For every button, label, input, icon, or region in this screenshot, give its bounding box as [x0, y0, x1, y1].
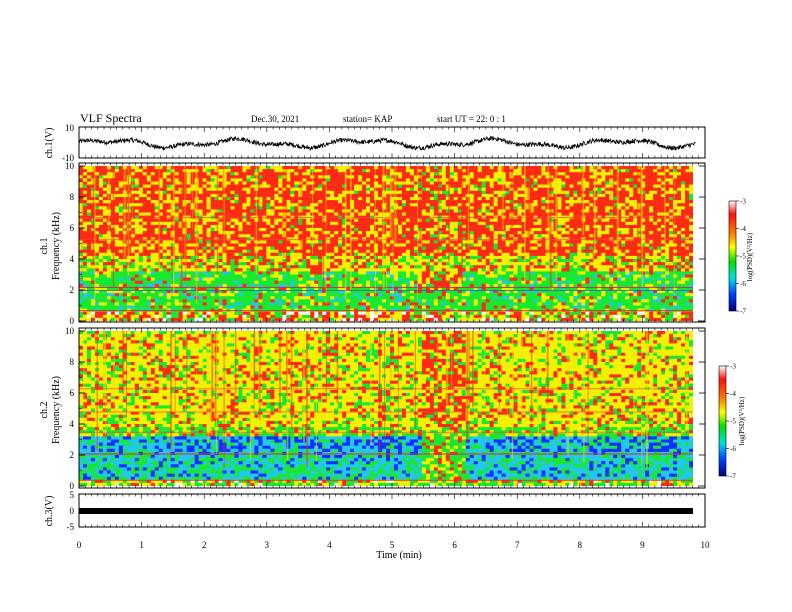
ch2-colorbar: -3 -4 -5 -6 -7 log(PSD)(V²/Hz): [718, 363, 746, 481]
ch2-ytick: 10: [65, 326, 75, 336]
time-tick-label: 1: [139, 540, 144, 550]
ch2-colorbar-tick: -3: [730, 363, 736, 371]
ch1-ytick: 6: [70, 223, 75, 233]
ch1-channel-label: ch.1: [39, 238, 50, 255]
time-tick-label: 7: [515, 540, 520, 550]
ch1-colorbar-tick: -7: [740, 308, 746, 316]
ch1-waveform-panel: 10 -10 ch.1(V): [44, 123, 706, 163]
ch2-ytick: 2: [70, 450, 75, 460]
ch1-colorbar-tick: -4: [740, 225, 746, 233]
time-tick-label: 6: [452, 540, 457, 550]
ch1-waveform-line: [79, 135, 696, 152]
ch3-waveform-line: [79, 508, 693, 514]
ch2-ytick: 8: [70, 357, 75, 367]
ch2-colorbar-label: log(PSD)(V²/Hz): [738, 396, 746, 445]
ch1-frequency-label: Frequency (kHz): [51, 212, 62, 280]
ch3-ytick-bottom: -5: [67, 522, 75, 532]
ch1-colorbar-tick: -6: [740, 280, 746, 288]
ch1-ytick-bottom: -10: [62, 153, 74, 163]
time-tick-label: 0: [77, 540, 82, 550]
ch2-channel-label: ch.2: [39, 402, 50, 419]
time-tick-label: 8: [578, 540, 583, 550]
ch3-waveform-panel: 5 0 -5 ch.3(V): [44, 490, 706, 532]
ch1-waveform-ylabel: ch.1(V): [44, 128, 55, 159]
ch3-waveform-ylabel: ch.3(V): [44, 496, 55, 527]
ch2-ytick: 0: [70, 481, 75, 491]
ch3-ytick-top: 5: [70, 490, 75, 500]
ch2-colorbar-tick: -7: [730, 473, 736, 481]
ch1-ytick: 8: [70, 192, 75, 202]
ch1-ytick-top: 10: [65, 123, 75, 133]
ch1-spectrogram-panel: 0 2 4 6 8 10 ch.1 Frequency (kHz) -3 -4 -5 -6 -7 …: [39, 161, 754, 326]
ch1-ytick: 2: [70, 285, 75, 295]
ch2-colorbar-tick: -5: [730, 418, 736, 426]
ch1-ytick: 4: [70, 254, 75, 264]
time-tick-label: 3: [265, 540, 270, 550]
ch2-spectrogram-image: [79, 331, 693, 486]
station-label: station= KAP: [343, 114, 392, 124]
time-tick-label: 5: [390, 540, 395, 550]
time-tick-label: 2: [202, 540, 207, 550]
ch2-colorbar-tick: -4: [730, 390, 736, 398]
time-tick-label: 10: [701, 540, 711, 550]
ch1-ytick: 0: [70, 316, 75, 326]
ch2-colorbar-tick: -6: [730, 445, 736, 453]
ch2-frequency-label: Frequency (kHz): [51, 376, 62, 444]
date-label: Dec.30, 2021: [251, 114, 299, 124]
ch2-spectrogram-panel: 0 2 4 6 8 10 ch.2 Frequency (kHz) -3 -4 -5 -6 -7 …: [39, 326, 746, 491]
time-axis-label: Time (min): [376, 550, 421, 561]
ch1-ytick: 10: [65, 161, 75, 171]
time-axis: 0 1 2 3 4 5 6 7 8 9 10: [77, 127, 710, 550]
ch1-spectrogram-image: [79, 166, 693, 321]
ch1-colorbar: -3 -4 -5 -6 -7 log(PSD)(V²/Hz): [728, 198, 754, 316]
ch1-colorbar-label: log(PSD)(V²/Hz): [746, 232, 754, 281]
ch3-ytick-mid: 0: [70, 506, 75, 516]
ch2-ytick: 4: [70, 419, 75, 429]
time-tick-label: 4: [327, 540, 332, 550]
start-time-label: start UT = 22: 0 : 1: [437, 114, 506, 124]
ch1-colorbar-tick: -3: [740, 198, 746, 206]
ch2-ytick: 6: [70, 388, 75, 398]
figure-title: VLF Spectra: [80, 111, 142, 125]
ch1-colorbar-tick: -5: [740, 253, 746, 261]
time-tick-label: 9: [640, 540, 645, 550]
